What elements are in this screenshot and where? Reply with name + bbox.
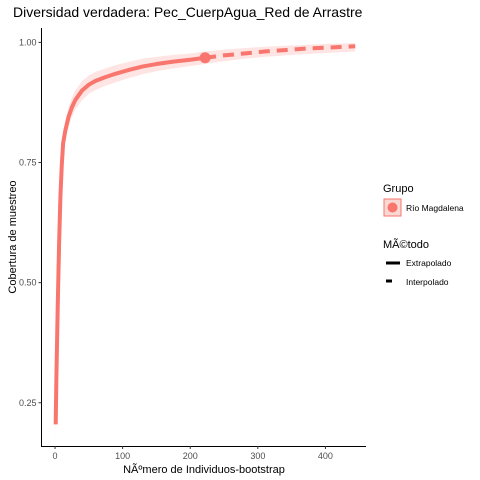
y-tick-group: 0.25 0.50 0.75 1.00 (19, 37, 42, 408)
y-tick-label: 1.00 (19, 37, 37, 47)
y-tick-label: 0.25 (19, 398, 37, 408)
y-axis-label: Cobertura de muestreo (7, 180, 19, 293)
legend: Grupo Río Magdalena MÃ©todo Extrapolado … (383, 183, 464, 287)
interpolated-line (53, 55, 206, 425)
legend-group-label: Río Magdalena (406, 203, 464, 213)
legend-interpolado-label: Interpolado (406, 277, 449, 287)
confidence-band-layer (55, 42, 356, 442)
x-tick-label: 300 (250, 451, 265, 461)
observed-point-layer (199, 52, 211, 64)
x-tick-label: 200 (183, 451, 198, 461)
x-tick-label: 400 (318, 451, 333, 461)
confidence-band (55, 42, 356, 442)
observed-point (199, 52, 211, 64)
extrapolated-line (204, 44, 356, 60)
legend-method-title: MÃ©todo (383, 238, 429, 251)
y-tick-label: 0.50 (19, 278, 37, 288)
plot-panel (53, 42, 356, 442)
x-axis-label: NÃºmero de Individuos-bootstrap (123, 463, 285, 476)
chart-title: Diversidad verdadera: Pec_CuerpAgua_Red … (13, 4, 363, 20)
legend-group-title: Grupo (383, 183, 414, 195)
legend-extrapolado-label: Extrapolado (406, 258, 452, 268)
y-tick-label: 0.75 (19, 158, 37, 168)
legend-group-marker (387, 202, 398, 213)
x-tick-label: 0 (53, 451, 58, 461)
series-line-layer (53, 44, 356, 425)
x-tick-group: 0 100 200 300 400 (53, 446, 333, 461)
x-tick-label: 100 (115, 451, 130, 461)
